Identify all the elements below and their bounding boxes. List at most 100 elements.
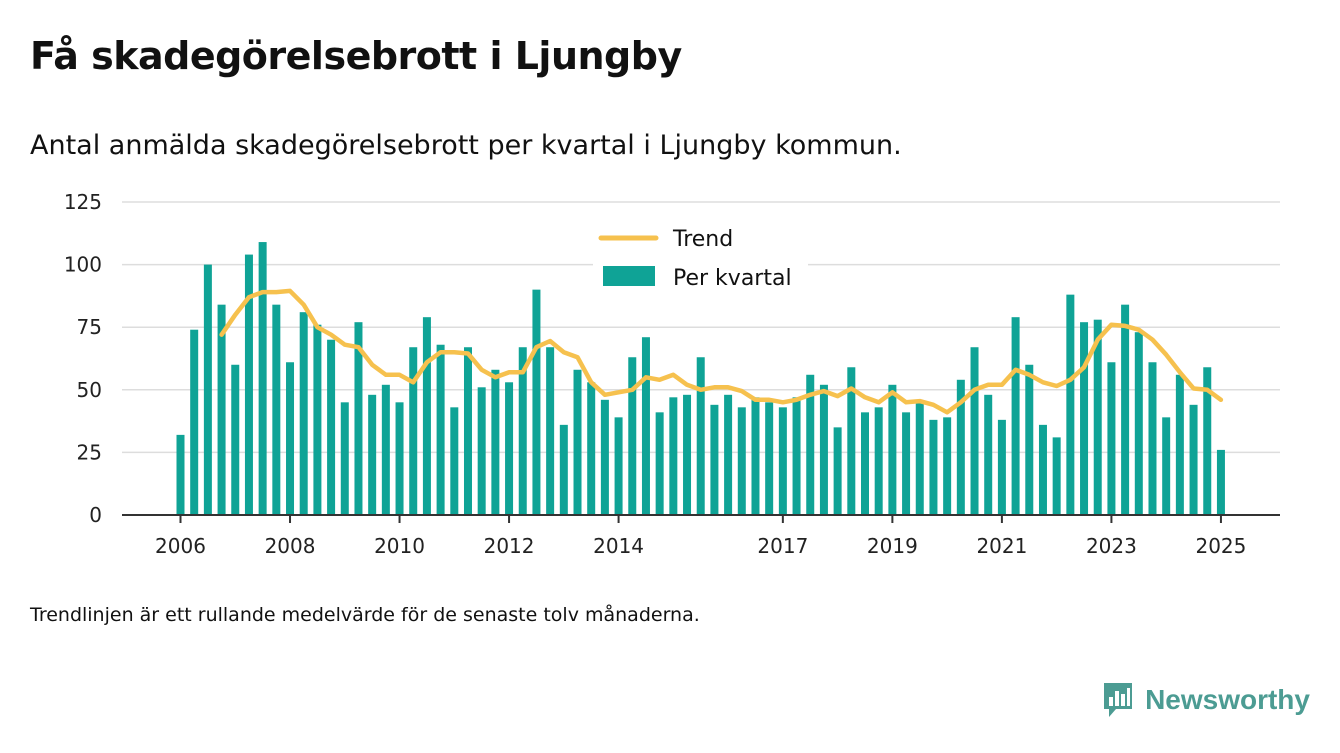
bar [1080,322,1089,515]
bar [203,264,212,515]
bar [436,344,445,515]
footnote: Trendlinjen är ett rullande medelvärde f… [30,604,700,626]
bar [833,427,842,515]
bar [395,402,404,515]
y-tick-label: 100 [64,253,102,277]
brand-logo[interactable]: Newsworthy [1101,681,1310,719]
legend-bar-label: Per kvartal [673,266,792,291]
bar [272,304,281,515]
x-tick-label: 2023 [1086,534,1137,558]
x-tick-label: 2025 [1195,534,1246,558]
bar [477,387,486,515]
bar [176,434,185,515]
bar [422,317,431,515]
bar [669,397,678,515]
bar [929,419,938,515]
bar [1121,304,1130,515]
bar [299,312,308,515]
bar [1011,317,1020,515]
bar [368,394,377,515]
bar [258,242,267,515]
x-tick-label: 2006 [155,534,206,558]
bar [970,347,979,515]
axes: 0 25 50 75 100 125 2006 2008 2010 2012 2014 2017 201… [64,190,1280,558]
bar [683,394,692,515]
bar [587,382,596,515]
bar [861,412,869,515]
bar [943,417,952,515]
bar [1066,294,1075,515]
bar [381,384,390,515]
bar [1107,362,1116,515]
bar [559,424,568,515]
bar [792,397,801,515]
bar [450,407,459,515]
bar [463,347,472,515]
bar [819,384,828,515]
bar [286,362,295,515]
bar [655,412,664,515]
x-tick-label: 2012 [484,534,535,558]
legend-trend-label: Trend [672,227,733,252]
chart-subtitle: Antal anmälda skadegörelsebrott per kvar… [30,130,902,161]
y-tick-label: 25 [77,440,102,464]
bar [1038,424,1047,515]
bar [902,412,911,515]
bar [874,407,883,515]
bar [313,324,322,515]
bar [751,397,760,515]
x-tick-label: 2021 [976,534,1027,558]
bar [614,417,623,515]
bar [806,374,815,515]
bar [354,322,363,515]
x-tick-label: 2010 [374,534,425,558]
y-tick-label: 125 [64,190,102,214]
y-tick-label: 0 [89,503,102,527]
bars [176,242,1225,516]
bar [628,357,637,515]
bar [573,369,582,515]
bar [340,402,349,515]
bar [956,379,965,515]
y-tick-label: 75 [77,315,102,339]
bar [737,407,746,515]
chart-title: Få skadegörelsebrott i Ljungby [30,34,682,78]
bar [409,347,418,515]
bar [1093,319,1102,515]
bar [997,419,1006,515]
bar [696,357,705,515]
bar [600,399,609,515]
legend: Trend Per kvartal [593,222,808,294]
bar [1162,417,1171,515]
newsworthy-logo-icon [1104,683,1133,717]
x-tick-label: 2008 [265,534,316,558]
bar-chart: 0 25 50 75 100 125 2006 2008 2010 2012 2014 2017 201… [64,190,1280,558]
bar [1216,449,1225,515]
bar [505,382,514,515]
bar [984,394,993,515]
bar [778,407,787,515]
bar [1025,364,1034,515]
bar [491,369,500,515]
bar [847,367,856,515]
bar [915,402,924,515]
bar [217,304,226,515]
bar [1203,367,1212,515]
y-tick-label: 50 [77,378,102,402]
bar [231,364,240,515]
bar [1148,362,1157,515]
trend-line-layer [219,288,1224,415]
bar [710,404,719,515]
bar [641,337,650,515]
bar [546,347,555,515]
trend-line [219,288,1224,415]
bar [244,254,253,516]
bar [888,384,897,515]
x-tick-label: 2014 [593,534,644,558]
bar [765,402,774,515]
bar [518,347,527,515]
bar [1175,374,1184,515]
x-tick-label: 2017 [757,534,808,558]
bar [1189,404,1198,515]
bar [327,339,336,515]
